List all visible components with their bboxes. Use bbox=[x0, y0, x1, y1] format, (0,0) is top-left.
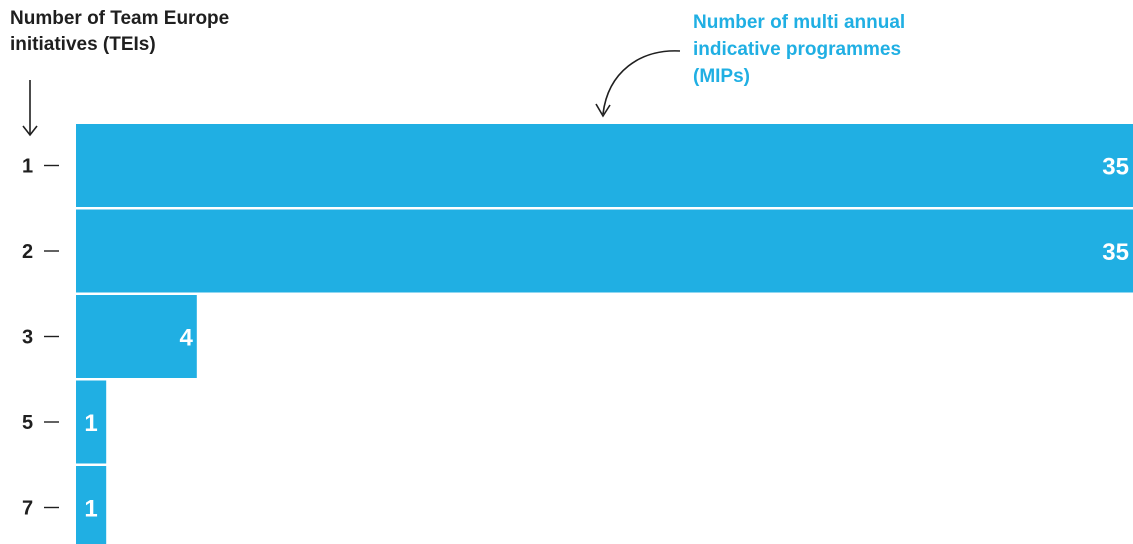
bars-group: 1 35 2 35 3 4 5 1 7 1 bbox=[22, 124, 1133, 544]
y-axis-title-line-2: initiatives (TEIs) bbox=[10, 34, 156, 55]
y-tick-label-7: 7 bbox=[22, 498, 33, 520]
bar-value-label-3: 4 bbox=[179, 325, 193, 352]
y-tick-label-3: 3 bbox=[22, 327, 33, 349]
x-axis-curved-arrow bbox=[602, 50, 681, 115]
y-axis-title: Number of Team Europe initiatives (TEIs) bbox=[10, 8, 235, 55]
x-axis-curved-arrow-head bbox=[595, 103, 611, 118]
x-axis-title: Number of multi annual indicative progra… bbox=[693, 12, 910, 87]
bar-5 bbox=[76, 380, 107, 464]
bar-value-label-1: 35 bbox=[1102, 154, 1129, 181]
bar-3 bbox=[76, 295, 197, 378]
y-axis-down-arrow-head bbox=[22, 125, 38, 137]
x-axis-title-line-1: Number of multi annual bbox=[693, 12, 905, 33]
x-axis-title-line-3: (MIPs) bbox=[693, 66, 750, 87]
bar-value-label-7: 1 bbox=[84, 496, 97, 523]
bar-2 bbox=[76, 209, 1133, 293]
y-tick-label-1: 1 bbox=[22, 156, 33, 178]
x-axis-title-line-2: indicative programmes bbox=[693, 39, 901, 60]
y-axis-title-line-1: Number of Team Europe bbox=[10, 8, 229, 29]
bar-value-label-5: 1 bbox=[84, 410, 97, 437]
bar-1 bbox=[76, 124, 1133, 207]
y-tick-label-2: 2 bbox=[22, 241, 33, 263]
bar-value-label-2: 35 bbox=[1102, 239, 1129, 266]
bar-7 bbox=[76, 466, 107, 544]
y-tick-label-5: 5 bbox=[22, 412, 33, 434]
